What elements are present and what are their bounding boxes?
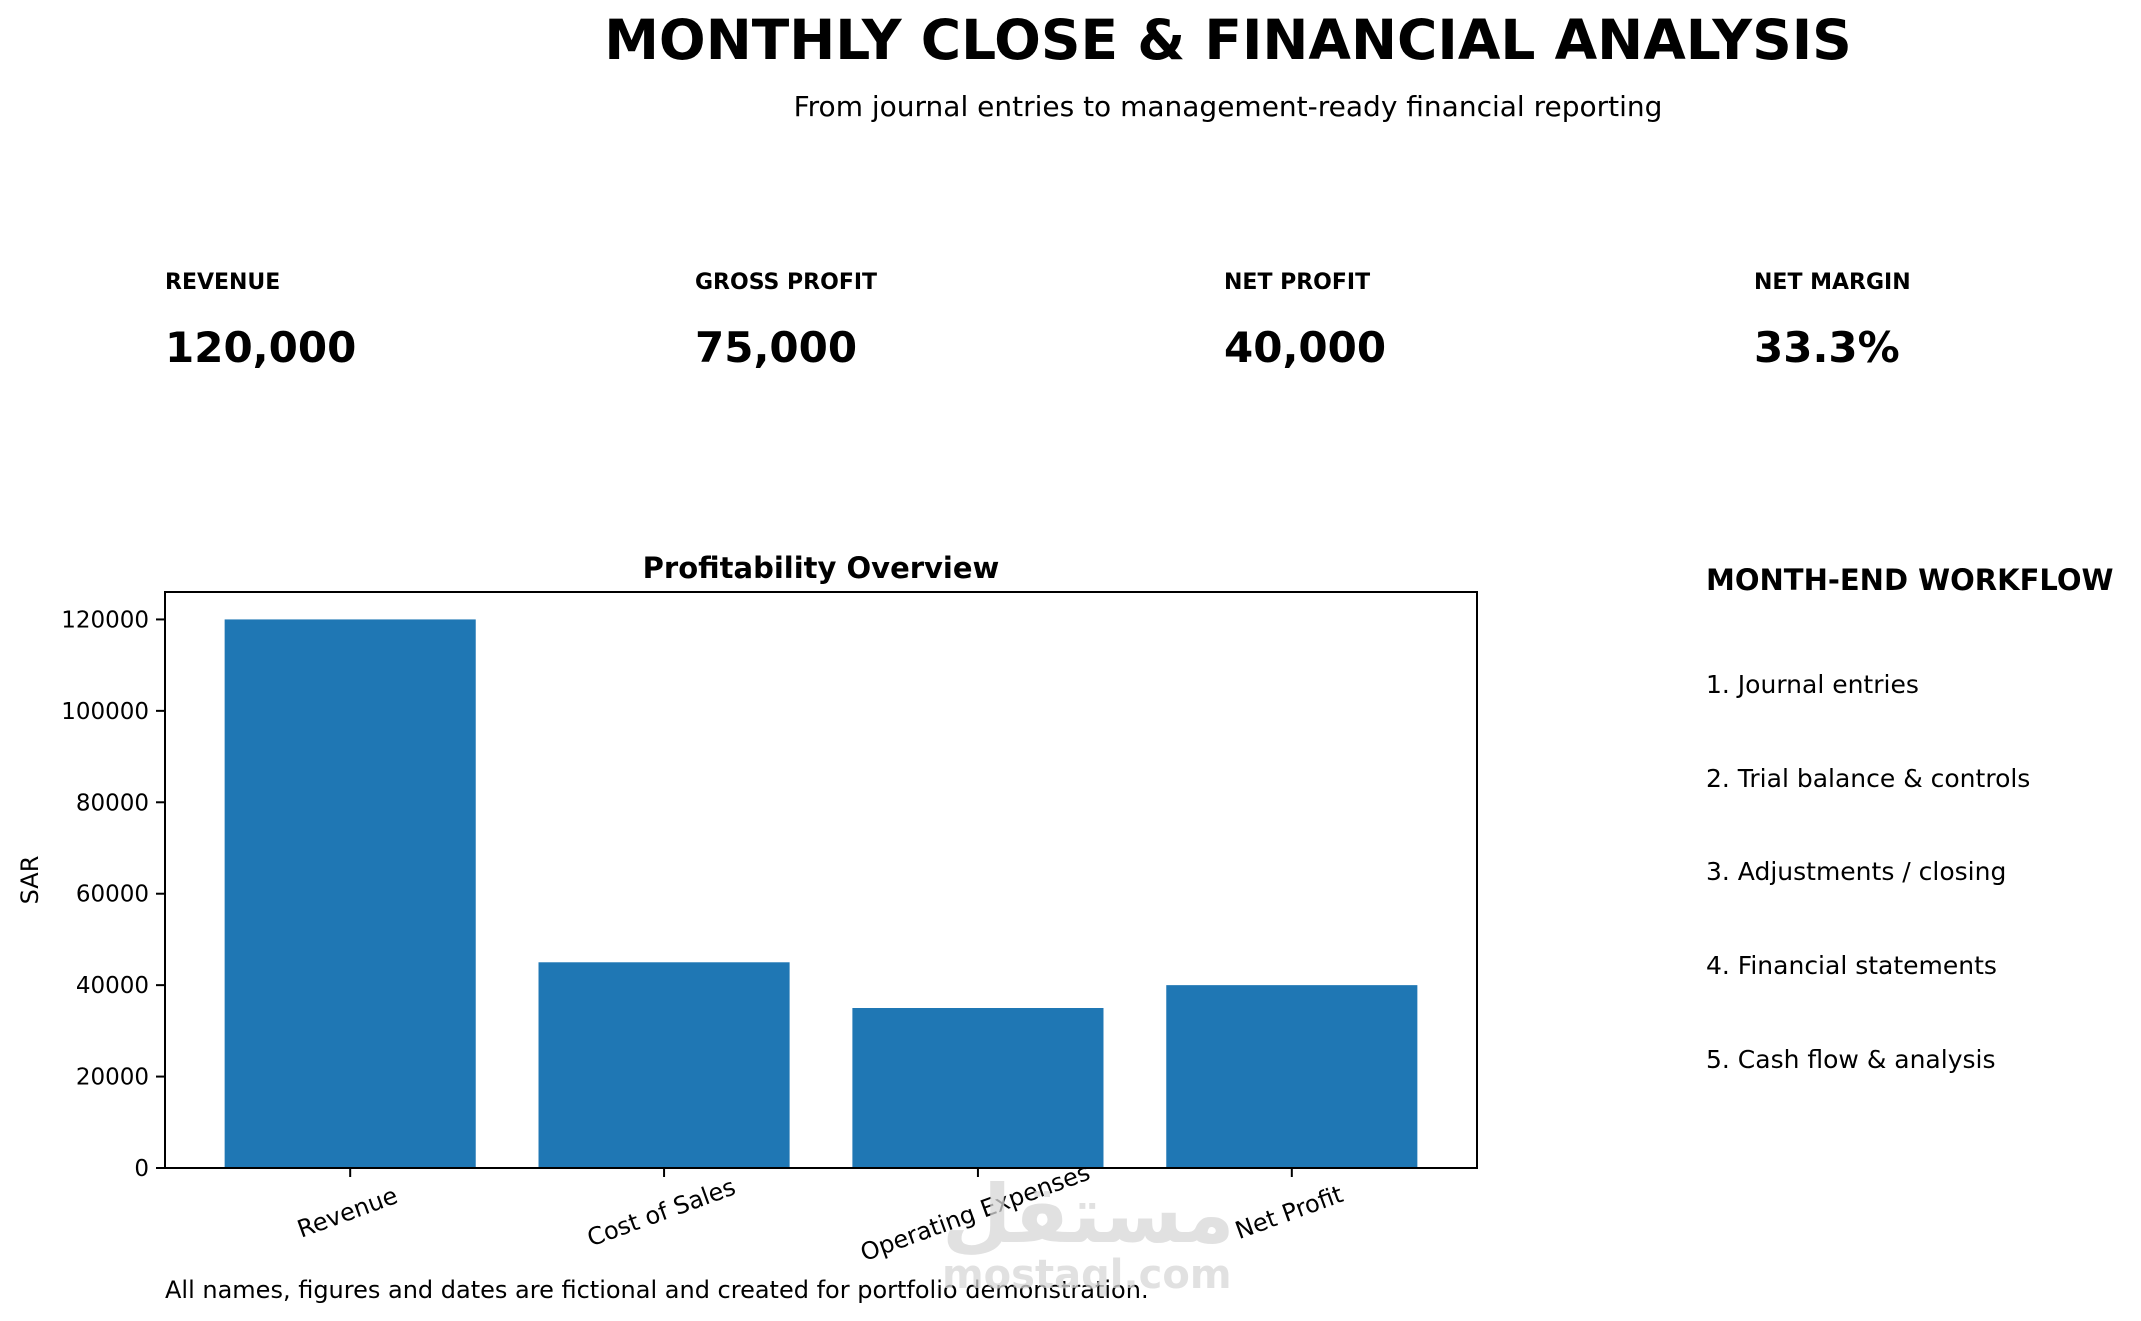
y-tick-label: 60000: [76, 882, 149, 908]
kpi-value: 33.3%: [1754, 323, 1900, 372]
kpi-value: 75,000: [695, 323, 858, 372]
page-subtitle: From journal entries to management-ready…: [793, 90, 1663, 123]
y-tick-label: 120000: [61, 607, 149, 633]
y-tick-label: 100000: [61, 699, 149, 725]
kpi-gross-profit: GROSS PROFIT 75,000: [695, 270, 877, 372]
kpi-label: GROSS PROFIT: [695, 270, 878, 295]
footnote: All names, figures and dates are fiction…: [165, 1276, 1149, 1304]
workflow-step: 1. Journal entries: [1706, 670, 1919, 699]
workflow-title: MONTH-END WORKFLOW: [1706, 563, 2114, 597]
kpi-net-margin: NET MARGIN 33.3%: [1754, 270, 1911, 372]
kpi-label: REVENUE: [165, 270, 281, 295]
y-tick-label: 0: [134, 1156, 149, 1182]
x-tick-label: Revenue: [294, 1181, 402, 1243]
bar-cost-of-sales: [538, 962, 790, 1168]
x-tick-label: Operating Expenses: [857, 1158, 1094, 1267]
workflow-step: 3. Adjustments / closing: [1706, 857, 2007, 886]
bar-revenue: [224, 619, 476, 1168]
workflow-step: 4. Financial statements: [1706, 951, 1997, 980]
kpi-value: 120,000: [165, 323, 357, 372]
plot-area-frame: [164, 591, 1478, 1169]
bar-operating-expenses: [852, 1008, 1104, 1168]
x-tick-label: Net Profit: [1231, 1180, 1346, 1245]
workflow-step: 5. Cash flow & analysis: [1706, 1045, 1996, 1074]
y-tick-label: 80000: [76, 790, 149, 816]
y-tick-label: 40000: [76, 973, 149, 999]
y-axis-label: SAR: [16, 856, 44, 905]
bar-net-profit: [1166, 985, 1418, 1168]
x-tick-label: Cost of Sales: [583, 1173, 739, 1253]
kpi-net-profit: NET PROFIT 40,000: [1224, 270, 1386, 372]
page-title: MONTHLY CLOSE & FINANCIAL ANALYSIS: [604, 8, 1852, 72]
kpi-revenue: REVENUE 120,000: [165, 270, 356, 372]
kpi-value: 40,000: [1224, 323, 1387, 372]
kpi-label: NET MARGIN: [1754, 270, 1911, 295]
kpi-label: NET PROFIT: [1224, 270, 1371, 295]
y-tick-label: 20000: [76, 1065, 149, 1091]
chart-title: Profitability Overview: [643, 551, 1000, 585]
workflow-panel: MONTH-END WORKFLOW 1. Journal entries 2.…: [1706, 563, 2114, 1074]
workflow-step: 2. Trial balance & controls: [1706, 764, 2031, 793]
